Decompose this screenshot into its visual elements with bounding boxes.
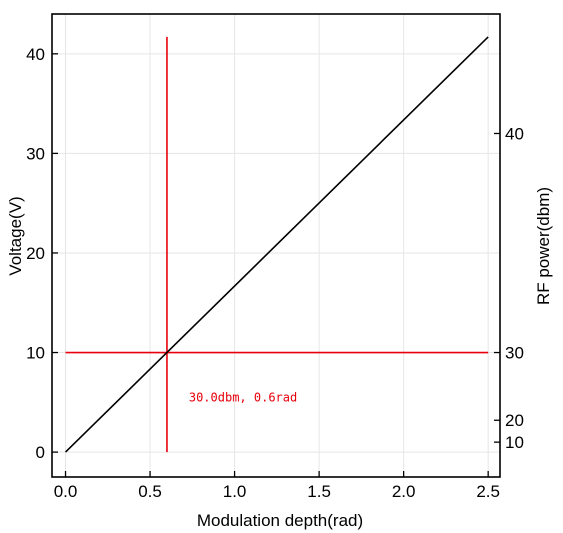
y-tick-label: 20 <box>26 244 45 263</box>
y-tick-label: 30 <box>26 144 45 163</box>
grid-layer <box>52 14 500 477</box>
x-tick-label: 1.5 <box>307 482 331 501</box>
series-layer <box>64 36 489 453</box>
x-tick-label: 0.0 <box>54 482 78 501</box>
y2-tick-label: 40 <box>505 124 524 143</box>
x-axis-label: Modulation depth(rad) <box>197 511 363 530</box>
y2-tick-label: 10 <box>505 433 524 452</box>
x-tick-label: 1.0 <box>223 482 247 501</box>
y2-axis-label: RF power(dbm) <box>534 187 553 305</box>
x-tick-label: 0.5 <box>138 482 162 501</box>
y-axis-right: 40 30 20 10 <box>494 124 524 452</box>
x-tick-label: 2.5 <box>476 482 500 501</box>
y2-tick-label: 30 <box>505 344 524 363</box>
y2-tick-label: 20 <box>505 411 524 430</box>
x-tick-label: 2.0 <box>392 482 416 501</box>
y-tick-label: 10 <box>26 344 45 363</box>
y-tick-label: 0 <box>36 443 45 462</box>
annotation-text: 30.0dbm, 0.6rad <box>189 390 297 404</box>
y-axis-left: 0 10 20 30 40 <box>26 45 58 462</box>
x-axis: 0.0 0.5 1.0 1.5 2.0 2.5 <box>54 471 500 501</box>
guide-layer <box>65 36 489 453</box>
series-line <box>64 36 489 453</box>
plot-frame <box>51 13 501 478</box>
y-tick-label: 40 <box>26 45 45 64</box>
y-axis-label: Voltage(V) <box>6 196 25 275</box>
